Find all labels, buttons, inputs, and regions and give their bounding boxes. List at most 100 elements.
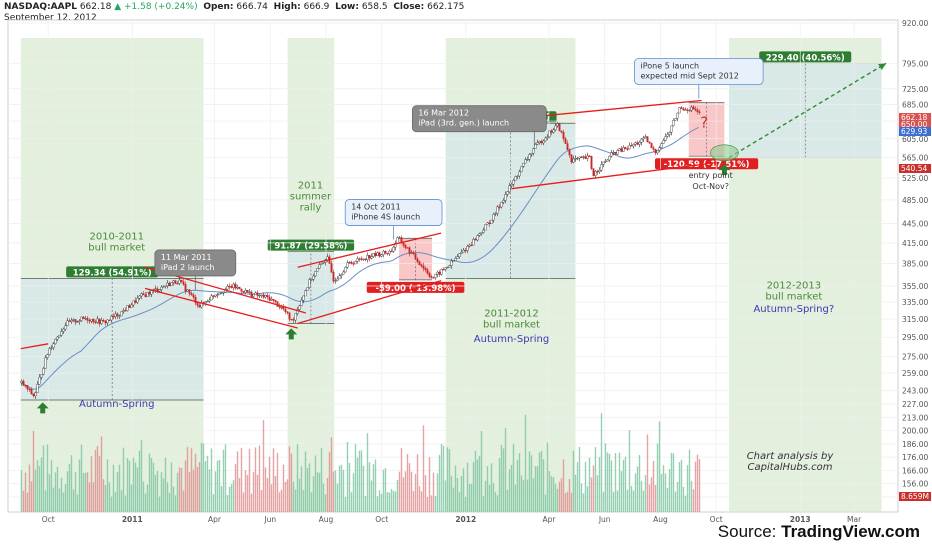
candle-body <box>62 328 65 332</box>
volume-bar <box>38 466 41 512</box>
candle-body <box>488 222 491 224</box>
candle-body <box>548 130 551 138</box>
volume-bar <box>158 496 161 512</box>
annotation-text: 2011 <box>298 181 323 192</box>
volume-bar <box>586 486 589 512</box>
volume-bar <box>286 479 289 512</box>
candle-body <box>274 300 277 302</box>
volume-bar <box>554 483 557 512</box>
open-label: Open: <box>203 2 234 12</box>
candle-body <box>570 154 573 163</box>
candle-body <box>670 125 673 133</box>
candle-body <box>428 272 431 277</box>
candle-body <box>132 300 135 306</box>
candle-body <box>280 306 283 309</box>
trendline <box>144 287 298 329</box>
volume-bar <box>88 482 91 512</box>
candle-body <box>596 171 599 173</box>
candle-body <box>254 292 257 295</box>
candle-body <box>550 130 553 133</box>
last-price: 662.18 <box>79 2 112 12</box>
candle-body <box>604 161 607 163</box>
candle-body <box>658 147 661 151</box>
volume-bar <box>434 496 437 512</box>
candle-body <box>554 125 557 131</box>
candle-body <box>138 295 141 299</box>
volume-bar <box>490 463 493 512</box>
candle-body <box>538 140 541 143</box>
volume-bar <box>244 470 247 512</box>
volume-bar <box>600 413 603 512</box>
annotation-text: ? <box>700 114 708 132</box>
volume-bar <box>572 450 575 512</box>
candle-body <box>580 156 583 158</box>
volume-bar <box>616 490 619 512</box>
candle-body <box>388 250 391 255</box>
candle-body <box>44 357 47 369</box>
candle-body <box>146 292 149 297</box>
event-callout-text: iPad (3rd. gen.) launch <box>418 119 509 128</box>
volume-bar <box>416 454 419 512</box>
volume-bar <box>542 459 545 512</box>
candle-body <box>696 109 699 113</box>
volume-bar <box>306 467 309 512</box>
candle-body <box>232 283 235 288</box>
x-tick-label: 2011 <box>122 515 143 524</box>
volume-bar <box>392 490 395 512</box>
volume-bar <box>76 494 79 512</box>
volume-bar <box>322 483 325 512</box>
candle-body <box>526 158 529 161</box>
candle-body <box>322 262 325 264</box>
y-tick-label: 525.00 <box>902 174 928 183</box>
candle-body <box>598 170 601 173</box>
candle-body <box>340 273 343 276</box>
candle-body <box>464 249 467 252</box>
candle-body <box>214 294 217 297</box>
candle-body <box>458 253 461 257</box>
candle-body <box>410 252 413 254</box>
candle-body <box>454 258 457 261</box>
volume-bar <box>220 485 223 512</box>
volume-bar <box>508 469 511 512</box>
y-tick-label: 445.00 <box>902 220 928 229</box>
volume-bar <box>302 490 305 512</box>
volume-bar <box>670 452 673 512</box>
volume-bar <box>294 489 297 512</box>
x-tick-label: Oct <box>375 515 388 524</box>
volume-bar <box>268 456 271 512</box>
candle-body <box>500 202 503 208</box>
volume-bar <box>34 469 37 512</box>
x-tick-label: Apr <box>208 515 222 524</box>
volume-bar <box>276 452 279 512</box>
volume-bar <box>262 420 265 512</box>
candle-body <box>74 319 77 323</box>
y-tick-label: 315.00 <box>902 315 928 324</box>
candle-body <box>204 301 207 304</box>
candle-body <box>112 316 115 318</box>
volume-bar <box>92 482 95 512</box>
trendline <box>511 161 717 190</box>
up-arrow-icon <box>36 402 49 414</box>
candle-body <box>326 256 329 260</box>
candle-body <box>154 288 157 290</box>
volume-bar <box>408 463 411 512</box>
volume-bar <box>164 457 167 512</box>
candle-body <box>502 200 505 203</box>
volume-bar <box>336 483 339 512</box>
candle-body <box>192 294 195 298</box>
volume-bar <box>132 457 135 512</box>
volume-bar <box>372 464 375 512</box>
candle-body <box>242 291 245 293</box>
candle-body <box>482 229 485 233</box>
candle-body <box>316 267 319 272</box>
candle-body <box>380 254 383 257</box>
volume-bar <box>326 477 329 512</box>
volume-bar <box>310 492 313 512</box>
candle-body <box>52 343 55 349</box>
open-value: 666.74 <box>236 2 268 12</box>
volume-bar <box>370 480 373 512</box>
volume-bar <box>256 474 259 512</box>
chart-date: September 12, 2012 <box>4 13 97 23</box>
candle-body <box>330 263 333 273</box>
